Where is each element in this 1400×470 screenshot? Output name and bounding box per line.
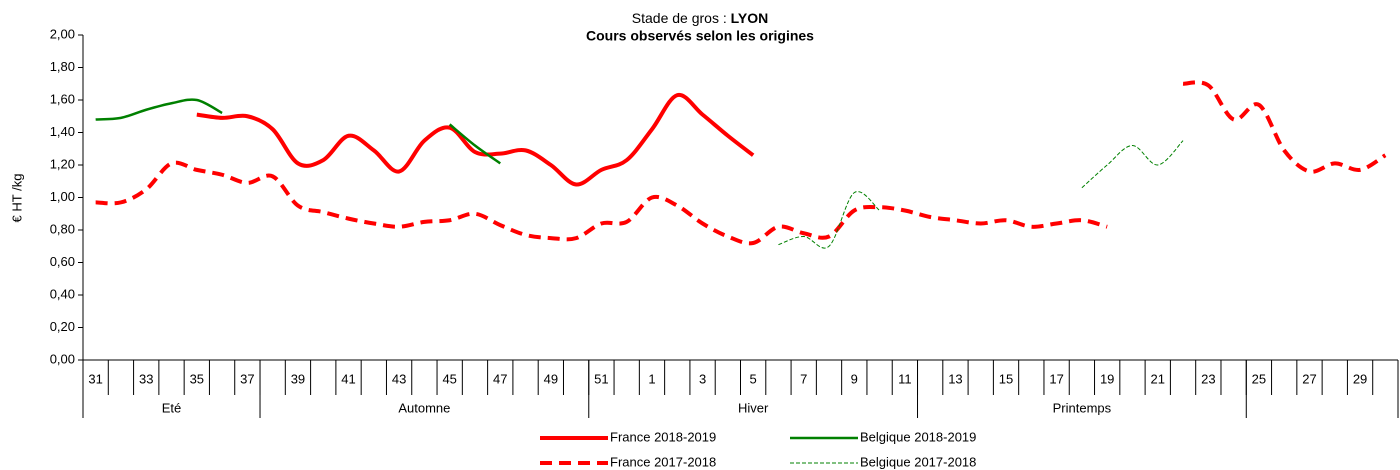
group-label: Printemps bbox=[1053, 400, 1112, 415]
x-tick-label: 49 bbox=[544, 371, 558, 386]
group-label: Automne bbox=[398, 400, 450, 415]
legend-label: Belgique 2017-2018 bbox=[860, 454, 976, 469]
group-label: Hiver bbox=[738, 400, 769, 415]
x-tick-label: 51 bbox=[594, 371, 608, 386]
y-tick-label: 0,00 bbox=[50, 351, 75, 366]
x-tick-label: 21 bbox=[1151, 371, 1165, 386]
legend-label: France 2018-2019 bbox=[610, 429, 716, 444]
x-tick-label: 25 bbox=[1252, 371, 1266, 386]
x-tick-label: 33 bbox=[139, 371, 153, 386]
x-tick-label: 37 bbox=[240, 371, 254, 386]
x-tick-label: 19 bbox=[1100, 371, 1114, 386]
title-part: Stade de gros : bbox=[632, 10, 731, 26]
y-tick-label: 2,00 bbox=[50, 26, 75, 41]
y-tick-label: 1,00 bbox=[50, 189, 75, 204]
x-tick-label: 45 bbox=[442, 371, 456, 386]
y-tick-label: 1,80 bbox=[50, 59, 75, 74]
x-tick-label: 11 bbox=[898, 371, 912, 386]
x-tick-label: 47 bbox=[493, 371, 507, 386]
x-tick-label: 29 bbox=[1353, 371, 1367, 386]
series-line bbox=[95, 98, 501, 165]
x-tick-label: 5 bbox=[750, 371, 757, 386]
y-tick-label: 1,60 bbox=[50, 91, 75, 106]
x-tick-label: 35 bbox=[190, 371, 204, 386]
series-line bbox=[196, 92, 755, 187]
y-tick-label: 0,60 bbox=[50, 254, 75, 269]
y-axis-label: € HT /kg bbox=[9, 174, 24, 223]
legend-label: Belgique 2018-2019 bbox=[860, 429, 976, 444]
x-tick-label: 31 bbox=[88, 371, 102, 386]
series-line bbox=[95, 80, 1387, 246]
x-tick-label: 1 bbox=[648, 371, 655, 386]
series-line bbox=[778, 140, 1184, 249]
x-tick-label: 27 bbox=[1302, 371, 1316, 386]
chart-title: Stade de gros : LYON bbox=[632, 10, 768, 26]
x-tick-label: 7 bbox=[800, 371, 807, 386]
x-tick-label: 13 bbox=[948, 371, 962, 386]
legend-label: France 2017-2018 bbox=[610, 454, 716, 469]
x-tick-label: 17 bbox=[1049, 371, 1063, 386]
chart-subtitle: Cours observés selon les origines bbox=[586, 28, 814, 44]
y-tick-label: 1,20 bbox=[50, 156, 75, 171]
title-part: LYON bbox=[731, 10, 769, 26]
y-tick-label: 0,20 bbox=[50, 319, 75, 334]
x-tick-label: 23 bbox=[1201, 371, 1215, 386]
x-tick-label: 15 bbox=[999, 371, 1013, 386]
y-tick-label: 1,40 bbox=[50, 124, 75, 139]
x-tick-label: 43 bbox=[392, 371, 406, 386]
y-tick-label: 0,40 bbox=[50, 286, 75, 301]
group-label: Eté bbox=[162, 400, 182, 415]
x-tick-label: 41 bbox=[341, 371, 355, 386]
x-tick-label: 3 bbox=[699, 371, 706, 386]
x-tick-label: 39 bbox=[291, 371, 305, 386]
x-tick-label: 9 bbox=[851, 371, 858, 386]
y-tick-label: 0,80 bbox=[50, 221, 75, 236]
